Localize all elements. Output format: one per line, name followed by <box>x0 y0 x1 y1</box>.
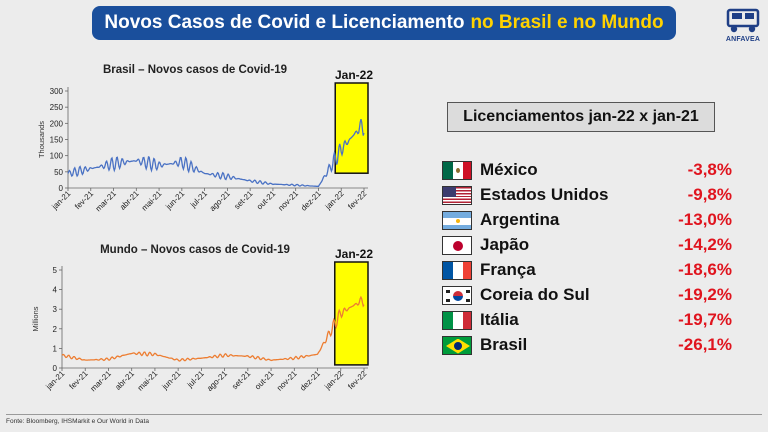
x-tick-label: abr-21 <box>118 189 141 212</box>
usa-flag-icon <box>442 185 472 205</box>
y-tick-label: 0 <box>59 184 64 193</box>
footer-divider <box>6 414 762 415</box>
x-tick-label: dez-21 <box>299 189 323 213</box>
x-tick-label: mai-21 <box>140 189 164 213</box>
title-main: Novos Casos de Covid e Licenciamento <box>104 12 465 33</box>
brazil-flag-icon <box>442 335 472 355</box>
country-value: -19,2% <box>678 285 732 304</box>
mundo-jan22-label: Jan-22 <box>334 247 374 261</box>
highlight-box <box>334 82 369 174</box>
x-tick-label: jul-21 <box>188 189 209 210</box>
x-tick-label: dez-21 <box>298 369 322 393</box>
country-value: -19,7% <box>678 310 732 329</box>
title-highlight: no Brasil e no Mundo <box>470 12 664 33</box>
logo-text: ANFAVEA <box>725 36 761 43</box>
x-tick-label: jun-21 <box>160 369 183 392</box>
mexico-flag-icon <box>442 160 472 180</box>
country-value: -14,2% <box>678 235 732 254</box>
x-tick-label: ago-21 <box>208 189 232 213</box>
title-banner: Novos Casos de Covid e Licenciamento no … <box>92 6 676 40</box>
country-value: -9,8% <box>687 185 732 204</box>
x-tick-label: fev-22 <box>346 189 368 211</box>
x-tick-label: jun-21 <box>163 189 186 212</box>
y-tick-label: 50 <box>54 168 63 177</box>
country-name: Estados Unidos <box>480 185 609 204</box>
y-tick-label: 0 <box>53 364 58 373</box>
highlight-box <box>334 261 369 366</box>
argentina-flag-icon <box>442 210 472 230</box>
list-item: Coreia do Sul -19,2% <box>442 283 732 307</box>
series-line <box>61 295 365 362</box>
country-name: Argentina <box>480 210 560 229</box>
y-tick-label: 300 <box>50 87 64 96</box>
country-value: -13,0% <box>678 210 732 229</box>
x-tick-label: set-21 <box>232 189 254 211</box>
brasil-chart-title: Brasil – Novos casos de Covid-19 <box>102 64 288 76</box>
x-tick-label: mai-21 <box>136 369 160 393</box>
list-item: Argentina -13,0% <box>442 208 732 232</box>
mundo-chart: Millions 0 1 2 3 4 5 jan-21 fev-21 mar-21 abr-21 ma… <box>0 238 400 408</box>
list-item: Brasil -26,1% <box>442 333 732 357</box>
country-name: Coreia do Sul <box>480 285 590 304</box>
anfavea-logo: ANFAVEA <box>722 4 764 48</box>
y-tick-label: 1 <box>53 344 58 353</box>
country-value: -26,1% <box>678 335 732 354</box>
x-tick-label: fev-22 <box>346 369 368 391</box>
korea-flag-icon <box>442 285 472 305</box>
x-tick-label: mar-21 <box>89 369 114 394</box>
country-name: México <box>480 160 538 179</box>
country-name: França <box>480 260 536 279</box>
italy-flag-icon <box>442 310 472 330</box>
y-tick-label: 250 <box>50 103 64 112</box>
mundo-chart-title: Mundo – Novos casos de Covid-19 <box>100 244 290 256</box>
country-name: Japão <box>480 235 530 254</box>
truck-logo-icon <box>726 8 760 33</box>
licenciamentos-title: Licenciamentos jan-22 x jan-21 <box>447 102 715 132</box>
y-tick-label: 2 <box>53 325 58 334</box>
list-item: Estados Unidos -9,8% <box>442 183 732 207</box>
country-name: Brasil <box>480 335 528 354</box>
country-name: Itália <box>480 310 519 329</box>
x-tick-label: fev-21 <box>73 189 95 211</box>
y-tick-label: 150 <box>50 136 64 145</box>
y-axis-label: Thousands <box>37 121 46 158</box>
list-item: França -18,6% <box>442 258 732 282</box>
x-tick-label: out-21 <box>253 369 276 392</box>
brasil-chart: Thousands 0 50 100 150 200 250 300 jan-21 fev-21 m… <box>0 58 400 228</box>
x-tick-label: abr-21 <box>113 369 136 392</box>
x-tick-label: fev-21 <box>68 369 90 391</box>
y-tick-label: 200 <box>50 119 64 128</box>
x-tick-label: jul-21 <box>185 369 206 390</box>
x-tick-label: nov-21 <box>276 189 300 213</box>
source-note: Fonte: Bloomberg, IHSMarkit e Our World … <box>6 418 149 425</box>
japan-flag-icon <box>442 235 472 255</box>
brasil-jan22-label: Jan-22 <box>334 68 374 82</box>
x-tick-label: jan-22 <box>323 189 346 212</box>
list-item: Itália -19,7% <box>442 308 732 332</box>
x-tick-label: nov-21 <box>275 369 299 393</box>
x-tick-label: jan-22 <box>322 369 345 392</box>
y-tick-label: 4 <box>53 286 58 295</box>
france-flag-icon <box>442 260 472 280</box>
list-item: Japão -14,2% <box>442 233 732 257</box>
list-item: México -3,8% <box>442 158 732 182</box>
country-value: -18,6% <box>678 260 732 279</box>
country-value: -3,8% <box>687 160 732 179</box>
x-tick-label: set-21 <box>230 369 252 391</box>
x-tick-label: ago-21 <box>205 369 229 393</box>
x-tick-label: out-21 <box>255 189 278 212</box>
y-axis-label: Millions <box>31 306 40 331</box>
x-tick-label: mar-21 <box>94 189 119 214</box>
y-tick-label: 5 <box>53 266 58 275</box>
y-tick-label: 100 <box>50 152 64 161</box>
series-line <box>67 119 365 188</box>
y-tick-label: 3 <box>53 305 58 314</box>
